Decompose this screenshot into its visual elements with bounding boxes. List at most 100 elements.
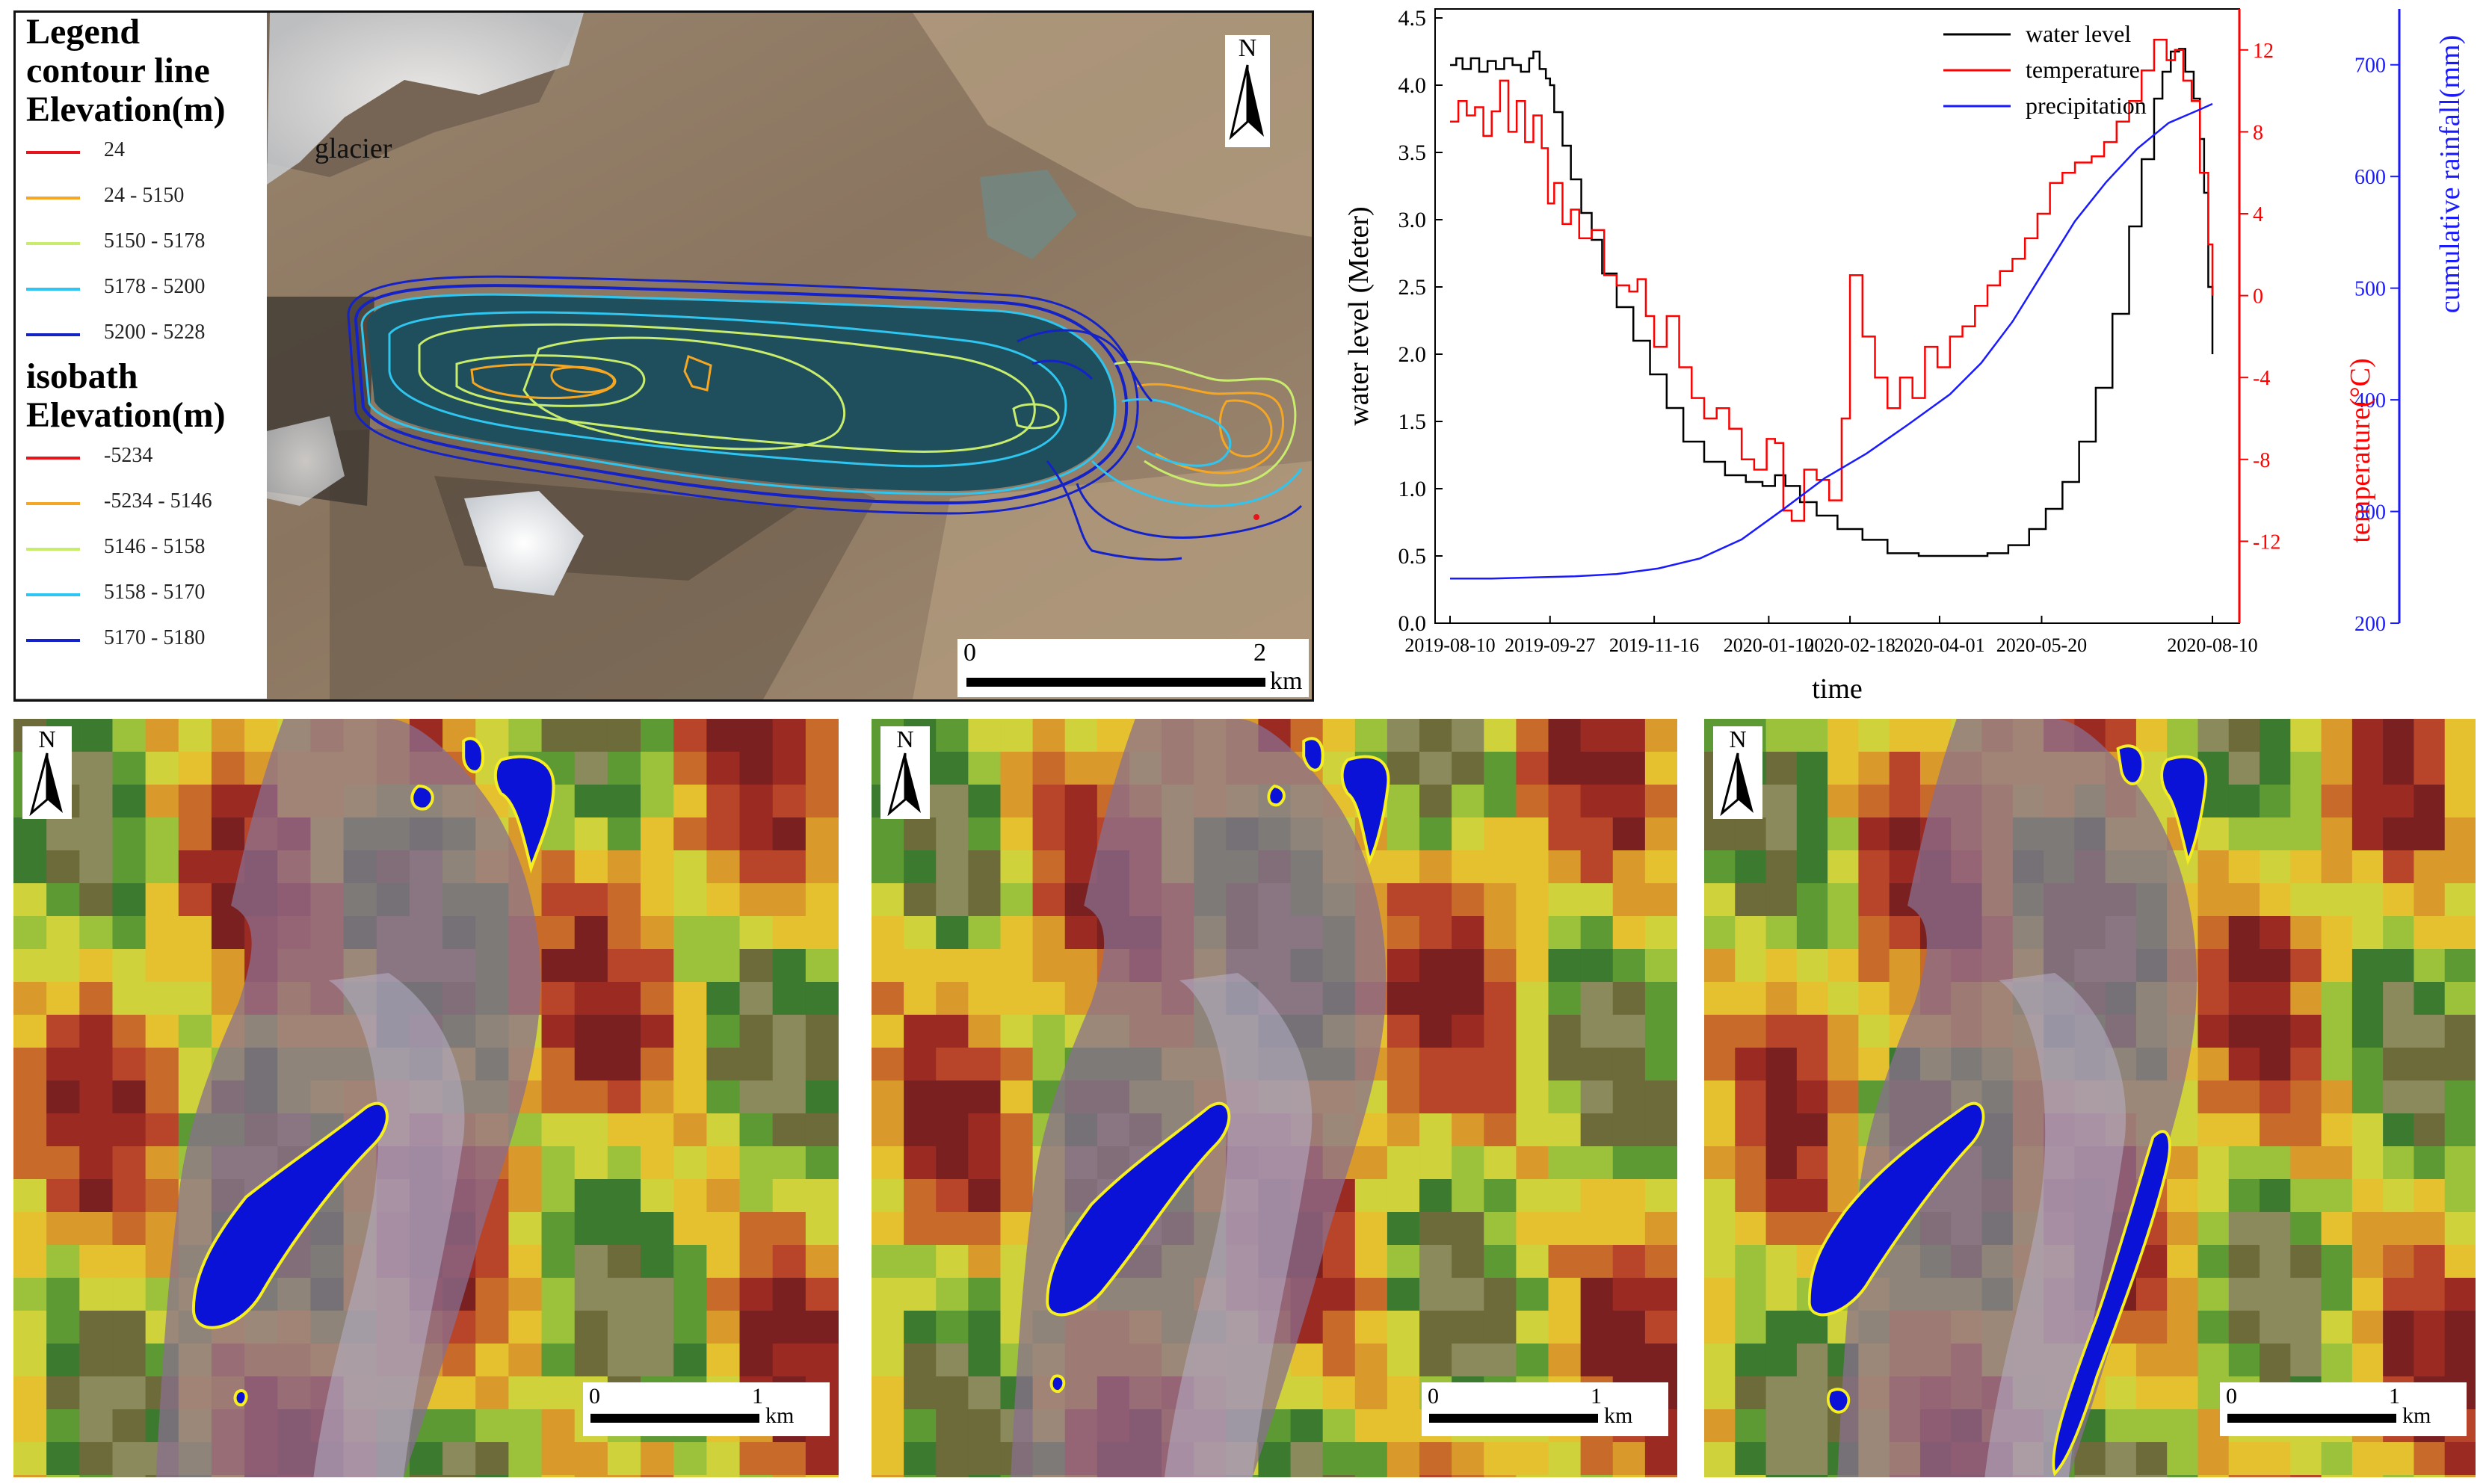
glacial-lake-water [1340,755,1390,865]
series-line-precipitation [1450,102,2213,580]
x-tick-label: 2019-09-27 [1505,634,1595,656]
isobath-legend-swatch [26,548,80,551]
glacial-lake-water [2116,744,2144,785]
y-left-tick-label: 3.0 [1398,208,1427,232]
map-legend: Legend contour line Elevation(m) 24 24 - … [16,13,267,699]
scale-zero: 0 [963,639,976,667]
scale-bar-line [1429,1414,1598,1423]
scale-bar: 0 2 km [957,639,1309,697]
contour-legend-item: 24 - 5150 [16,175,267,220]
contour-legend-item: 5178 - 5200 [16,266,267,312]
x-tick-label: 2020-05-20 [1996,634,2087,656]
rain-axis-label: cumulative rainfall(mm) [2434,35,2466,313]
dem-map-right: N 0 1 km [1704,719,2476,1477]
isobath-legend-item: -5234 - 5146 [16,480,267,526]
contour-elevation-title: Elevation(m) [26,90,226,129]
scale-zero: 0 [2226,1384,2237,1409]
temp-tick-label: 4 [2253,203,2263,226]
scale-bar: 0 1 km [583,1382,830,1436]
scale-zero: 0 [589,1384,600,1409]
x-tick-label: 2020-02-18 [1804,634,1895,656]
x-tick-label: 2020-08-10 [2167,634,2257,656]
scale-bar: 0 1 km [2220,1382,2467,1436]
glacial-lake-water [2160,755,2208,865]
glacier-label: glacier [315,133,392,164]
scale-unit: km [1604,1403,1633,1428]
chart-axes: 0.0 0.5 1.0 1.5 2.0 2.5 3.0 3.5 4.0 4.5 2019-08-10… [1343,6,2466,705]
legend-label: precipitation [2026,92,2147,119]
isobath-legend-label: 5158 - 5170 [104,581,206,604]
temp-tick-label: 0 [2253,285,2263,309]
north-arrow: N [22,726,72,819]
legend-title: Legend [26,12,141,52]
north-arrow: N [1713,726,1762,819]
y-left-tick-label: 2.5 [1398,275,1427,300]
temp-tick-label: -4 [2253,367,2270,390]
contour-legend-item: 5150 - 5178 [16,220,267,266]
contour-legend-swatch [26,333,80,336]
legend-label: water level [2026,20,2131,47]
series-line-temperature [1450,38,2214,522]
glacial-lake-water [1046,1101,1231,1317]
glacial-lake-water [1302,737,1324,772]
isobath-legend-swatch [26,457,80,460]
y-left-tick-label: 3.5 [1398,140,1427,165]
isobath-legend-items: -5234 -5234 - 5146 5146 - 5158 5158 - 5170 5… [16,435,267,663]
y-left-tick-label: 1.5 [1398,409,1427,434]
scale-bar-line [590,1414,759,1423]
y-left-axis-label: water level (Meter) [1343,206,1375,425]
scale-bar-line [2227,1414,2396,1423]
north-arrow: N [880,726,930,819]
x-tick-label: 2020-01-10 [1724,634,1814,656]
scale-unit: km [1270,667,1303,695]
temp-tick-label: -8 [2253,449,2270,472]
north-arrow-icon [1229,64,1264,140]
isobath-legend-item: -5234 [16,435,267,480]
contour-title: contour line [26,51,210,90]
scale-end: 1 [752,1384,763,1409]
contour-legend-item: 5200 - 5228 [16,312,267,357]
scale-bar: 0 1 km [1422,1382,1668,1436]
chart-legend: water level temperature precipitation [1943,20,2147,119]
isobath-legend-item: 5170 - 5180 [16,617,267,663]
temp-tick-label: 12 [2253,40,2274,63]
rain-tick-label: 600 [2354,166,2386,189]
glacial-lake-water [410,784,434,811]
contour-legend-swatch [26,242,80,245]
x-axis-label: time [1812,673,1863,705]
north-arrow-icon [887,752,921,817]
y-left-tick-label: 0.0 [1398,611,1427,636]
temp-axis-label: temperature(°C) [2345,358,2376,542]
scale-bar-line [966,678,1265,687]
valley-floor-light [313,973,465,1477]
contour-legend-label: 24 [104,138,125,161]
glacial-lake-water [191,1101,389,1329]
scale-zero: 0 [1428,1384,1439,1409]
glacial-lake-water [462,737,485,773]
valley-floor-light [1165,973,1313,1477]
isobath-legend-label: 5170 - 5180 [104,626,206,649]
north-arrow-icon [29,752,63,817]
dem-image [1704,719,2476,1477]
north-label: N [38,726,56,752]
x-tick-label: 2020-04-01 [1894,634,1984,656]
x-tick-label: 2019-11-16 [1609,634,1699,656]
chart-series [1450,38,2214,580]
glacial-lake-water [1807,1101,1985,1317]
isobath-legend-item: 5158 - 5170 [16,572,267,617]
north-label: N [1238,34,1257,62]
y-left-tick-label: 2.0 [1398,342,1427,367]
dem-map-left: N 0 1 km [13,719,839,1477]
x-tick-label: 2019-08-10 [1404,634,1495,656]
contour-legend-items: 24 24 - 5150 5150 - 5178 5178 - 5200 5200 - … [16,129,267,357]
north-arrow: N [1225,35,1270,147]
glacial-lake-water [1827,1388,1851,1414]
rain-tick-label: 500 [2354,278,2386,301]
rain-tick-label: 700 [2354,55,2386,78]
glacial-lake-water [493,755,555,874]
contour-legend-swatch [26,288,80,291]
scale-end: 1 [1591,1384,1602,1409]
glacial-lake-water [1049,1374,1066,1394]
dem-image [872,719,1677,1477]
y-left-tick-label: 4.5 [1398,6,1427,31]
